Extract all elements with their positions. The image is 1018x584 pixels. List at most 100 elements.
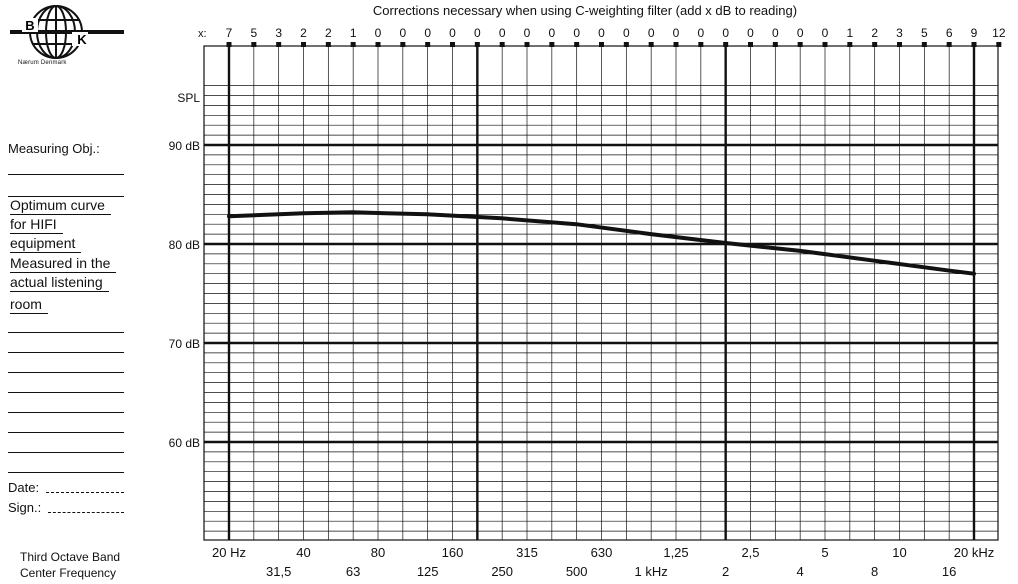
x-tick-label-top: 20 kHz <box>954 545 994 560</box>
correction-marker <box>499 42 505 47</box>
correction-value: 2 <box>871 26 878 40</box>
correction-marker <box>574 42 580 47</box>
correction-value: 5 <box>921 26 928 40</box>
correction-marker <box>648 42 654 47</box>
correction-marker <box>425 42 431 47</box>
correction-marker <box>325 42 331 47</box>
logo-letter-k: K <box>77 32 87 47</box>
logo-letter-b: B <box>25 18 34 33</box>
correction-marker <box>847 42 853 47</box>
correction-marker <box>946 42 952 47</box>
x-tick-label-top: 10 <box>892 545 906 560</box>
correction-value: 5 <box>250 26 257 40</box>
x-tick-label-bottom: 2 <box>722 564 729 579</box>
note-line: for HIFI <box>10 215 63 234</box>
x-tick-label-top: 2,5 <box>741 545 759 560</box>
vertical-grid <box>203 46 976 540</box>
correction-marker <box>599 42 604 47</box>
correction-value: 2 <box>300 26 307 40</box>
correction-marker <box>524 42 530 47</box>
x-tick-label-top: 315 <box>516 545 538 560</box>
y-tick-label: 60 dB <box>169 436 200 450</box>
correction-value: 3 <box>896 26 903 40</box>
logo-subtitle: Nærum Denmark <box>18 60 67 66</box>
y-tick-label: 70 dB <box>169 337 200 351</box>
x-tick-label-top: 80 <box>371 545 385 560</box>
y-tick-label: 90 dB <box>169 139 200 153</box>
correction-marker <box>698 42 704 47</box>
date-field-line[interactable] <box>46 492 124 493</box>
form-line <box>8 412 124 413</box>
horizontal-grid <box>204 85 998 532</box>
correction-value: 9 <box>971 26 978 40</box>
correction-marker <box>797 42 803 47</box>
x-tick-label-top: 20 Hz <box>212 545 246 560</box>
correction-marker <box>301 42 306 47</box>
correction-marker <box>673 42 679 47</box>
x-tick-label-bottom: 500 <box>566 564 588 579</box>
correction-value: 0 <box>598 26 605 40</box>
correction-value: 7 <box>226 26 233 40</box>
x-tick-label-bottom: 4 <box>797 564 804 579</box>
form-line <box>8 174 124 175</box>
correction-value: 0 <box>474 26 481 40</box>
x-tick-label-bottom: 1 kHz <box>635 564 668 579</box>
correction-value: 12 <box>992 26 1006 40</box>
sign-field-line[interactable] <box>48 512 124 513</box>
footer-line1: Third Octave Band <box>20 550 121 564</box>
x-tick-label-top: 5 <box>821 545 828 560</box>
correction-value: 0 <box>722 26 729 40</box>
correction-marker <box>375 42 381 47</box>
y-axis-title: SPL <box>177 91 200 105</box>
correction-value: 0 <box>797 26 804 40</box>
x-tick-label-bottom: 250 <box>491 564 513 579</box>
correction-value: 1 <box>350 26 357 40</box>
x-axis-labels: 20 Hz 40 80 160 315 630 1,25 2,5 5 10 20 kHz 31,5 63… <box>212 545 994 579</box>
correction-value: 0 <box>623 26 630 40</box>
correction-value: 0 <box>449 26 456 40</box>
correction-value: 2 <box>325 26 332 40</box>
x-tick-label-top: 160 <box>442 545 464 560</box>
x-tick-label-bottom: 63 <box>346 564 360 579</box>
correction-marker <box>971 42 977 47</box>
correction-marker <box>748 42 753 47</box>
correction-value: 0 <box>697 26 704 40</box>
correction-marker <box>723 42 729 47</box>
x-tick-label-bottom: 8 <box>871 564 878 579</box>
x-tick-label-top: 40 <box>296 545 310 560</box>
form-line <box>8 196 124 197</box>
correction-value: 0 <box>524 26 531 40</box>
bk-logo: B K <box>10 5 124 59</box>
correction-value: 3 <box>275 26 282 40</box>
correction-marker <box>251 42 257 47</box>
plot-frame <box>203 45 999 541</box>
correction-value: 0 <box>399 26 406 40</box>
y-axis-labels: 90 dB 80 dB 70 dB 60 dB SPL <box>169 91 201 450</box>
note-line: Optimum curve <box>10 196 111 215</box>
form-line <box>8 452 124 453</box>
correction-marker <box>450 42 455 47</box>
correction-value: 0 <box>573 26 580 40</box>
correction-marker <box>897 42 902 47</box>
correction-value: 6 <box>946 26 953 40</box>
correction-value: 0 <box>499 26 506 40</box>
correction-marker <box>350 42 356 47</box>
correction-marker <box>400 42 406 47</box>
corrections-prefix: x: <box>198 28 207 40</box>
x-tick-label-bottom: 16 <box>942 564 956 579</box>
note-line: room <box>10 295 48 314</box>
x-tick-label-top: 630 <box>591 545 613 560</box>
correction-value: 0 <box>424 26 431 40</box>
correction-value: 0 <box>747 26 754 40</box>
correction-marker <box>921 42 927 47</box>
form-line <box>8 432 124 433</box>
form-line <box>8 332 124 333</box>
correction-marker <box>996 42 1002 47</box>
x-tick-label-top: 1,25 <box>663 545 688 560</box>
correction-value: 0 <box>673 26 680 40</box>
note-line: actual listening <box>10 273 109 292</box>
spl-curve <box>227 210 976 276</box>
correction-marker <box>474 42 480 47</box>
correction-row: 7 5 3 2 2 1 0 0 0 0 0 0 0 0 0 0 0 0 0 0 0 0 0 0 0 1 2 3 5 6 9 12 <box>226 26 1006 47</box>
